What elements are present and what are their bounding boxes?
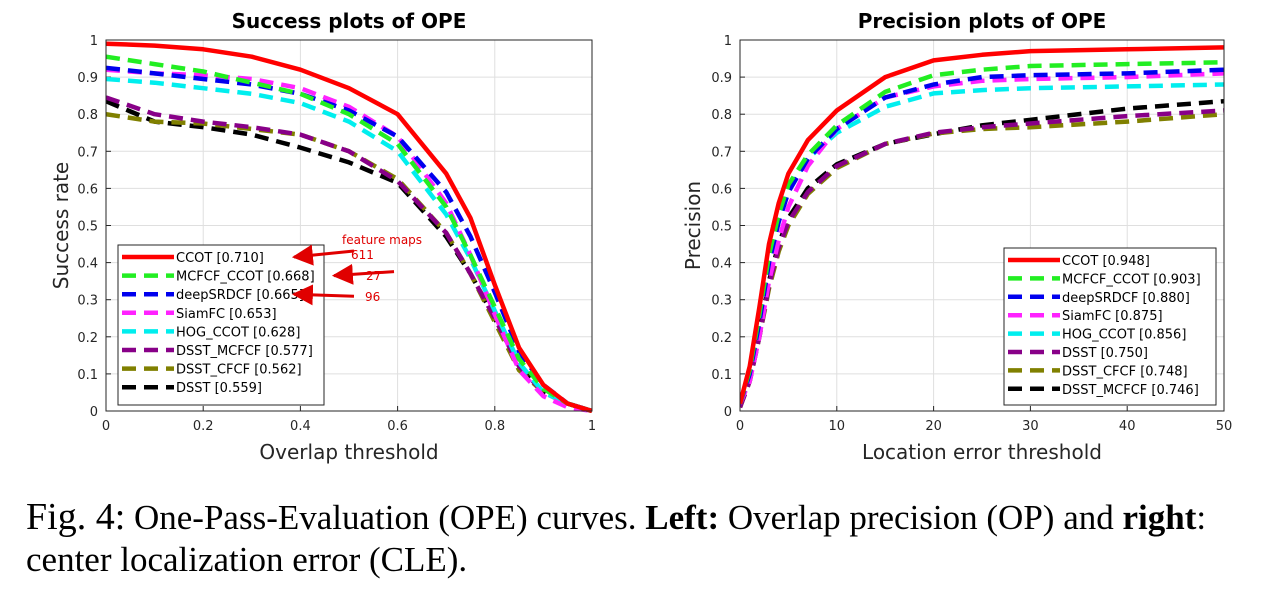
y-tick-label: 0.7 <box>77 145 98 160</box>
y-tick-label: 0 <box>90 405 98 420</box>
y-tick-label: 0 <box>724 405 732 420</box>
legend-entry: MCFCF_CCOT [0.903] <box>1062 272 1201 287</box>
legend-entry: DSST_CFCF [0.562] <box>176 363 302 378</box>
legend-entry: DSST_CFCF [0.748] <box>1062 364 1188 379</box>
y-tick-label: 0.5 <box>77 220 98 235</box>
annotation-arrow <box>331 263 395 285</box>
y-axis-label: Precision <box>681 181 705 270</box>
annotation-arrow <box>291 244 355 266</box>
annotation-label: 611 <box>351 248 374 262</box>
y-tick-label: 0.8 <box>711 108 732 123</box>
y-tick-label: 1 <box>90 34 98 49</box>
y-tick-label: 0.2 <box>77 331 98 346</box>
y-tick-label: 0.3 <box>711 294 732 309</box>
series-group <box>740 45 1224 409</box>
legend-entry: HOG_CCOT [0.628] <box>176 325 300 340</box>
figure-caption: Fig. 4: One-Pass-Evaluation (OPE) curves… <box>26 496 1281 581</box>
y-tick-label: 0.3 <box>77 294 98 309</box>
caption-fig-label: Fig. 4: <box>26 496 126 538</box>
caption-text-1: One-Pass-Evaluation (OPE) curves. <box>125 498 646 537</box>
y-tick-label: 0.6 <box>711 182 732 197</box>
series-line <box>740 45 1224 405</box>
y-tick-label: 0.6 <box>77 182 98 197</box>
x-tick-label: 0.2 <box>193 419 214 434</box>
x-tick-label: 0.4 <box>290 419 311 434</box>
series-line <box>106 41 592 413</box>
legend: CCOT [0.948] MCFCF_CCOT [0.903] deepSRDCF … <box>1003 247 1217 406</box>
legend-entry: SiamFC [0.875] <box>1062 309 1163 324</box>
x-axis-label: Location error threshold <box>862 440 1102 464</box>
caption-right-bold: right <box>1122 498 1197 537</box>
x-tick-label: 0 <box>736 419 744 434</box>
y-tick-label: 0.5 <box>711 220 732 235</box>
legend-entry: SiamFC [0.653] <box>176 307 277 322</box>
y-tick-label: 0.9 <box>77 71 98 86</box>
y-tick-label: 0.1 <box>711 368 732 383</box>
series-line <box>106 67 592 413</box>
series-line <box>740 108 1224 409</box>
figure-charts: 0 0.2 0.4 0.6 0.8 100.10.20.30.40.50.60.70.80… <box>49 9 1232 464</box>
x-axis-label: Overlap threshold <box>259 440 438 464</box>
x-tick-label: 10 <box>829 419 846 434</box>
axes-box <box>739 39 1225 412</box>
chart-success-plot: 0 0.2 0.4 0.6 0.8 1 0 0.1 0.2 0.3 0.4 0.5 0.6 0.7 0.8 0… <box>49 9 596 464</box>
legend-entry: DSST [0.559] <box>176 381 262 396</box>
y-tick-label: 0.4 <box>77 257 98 272</box>
legend-entry: CCOT [0.948] <box>1062 254 1150 269</box>
x-tick-label: 20 <box>925 419 942 434</box>
x-tick-label: 0.8 <box>484 419 505 434</box>
y-tick-label: 0.4 <box>711 257 732 272</box>
series-line <box>740 71 1224 405</box>
annotation-arrow <box>291 284 355 306</box>
y-tick-label: 0.8 <box>77 108 98 123</box>
y-tick-label: 0.2 <box>711 331 732 346</box>
x-tick-label: 40 <box>1119 419 1136 434</box>
annotation-label: 27 <box>366 269 381 283</box>
y-tick-label: 0.9 <box>711 71 732 86</box>
caption-text-3: : center localization error (CLE). <box>26 498 1207 579</box>
legend-entry: MCFCF_CCOT [0.668] <box>176 270 315 285</box>
series-group <box>106 41 592 413</box>
legend-entry: DSST_MCFCF [0.746] <box>1062 383 1199 398</box>
legend-box <box>117 244 325 406</box>
series-line <box>106 65 592 413</box>
annotation-feature-maps: feature maps <box>342 233 422 247</box>
y-tick-label: 0.7 <box>711 145 732 160</box>
axes-box <box>105 39 593 412</box>
x-tick-label: 0.6 <box>387 419 408 434</box>
y-axis-label: Success rate <box>49 162 73 290</box>
x-tick-label: 1 <box>588 419 596 434</box>
legend-entry: deepSRDCF [0.880] <box>1062 291 1190 306</box>
legend-box <box>1003 247 1217 406</box>
x-tick-label: 50 <box>1216 419 1233 434</box>
legend-entry: HOG_CCOT [0.856] <box>1062 328 1186 343</box>
caption-left-bold: Left: <box>645 498 720 537</box>
x-tick-label: 30 <box>1022 419 1039 434</box>
legend-entry: deepSRDCF [0.665] <box>176 288 304 303</box>
chart-title: Precision plots of OPE <box>858 9 1107 33</box>
y-tick-label: 1 <box>724 34 732 49</box>
legend-entry: CCOT [0.710] <box>176 251 264 266</box>
legend: CCOT [0.710] MCFCF_CCOT [0.668] deepSRDCF … <box>117 244 325 406</box>
chart-precision-plot: 0 10 20 30 40 50 0 0.1 0.2 0.3 0.4 0.5 0.6 0.7 0.8 0.9 1… <box>681 9 1232 464</box>
y-tick-label: 0.1 <box>77 368 98 383</box>
caption-text-2: Overlap precision (OP) and <box>719 498 1123 537</box>
legend-entry: DSST_MCFCF [0.577] <box>176 344 313 359</box>
annotation-label: 96 <box>365 290 380 304</box>
series-line <box>106 76 592 413</box>
x-tick-label: 0 <box>102 419 110 434</box>
legend-entry: DSST [0.750] <box>1062 346 1148 361</box>
chart-title: Success plots of OPE <box>232 9 467 33</box>
